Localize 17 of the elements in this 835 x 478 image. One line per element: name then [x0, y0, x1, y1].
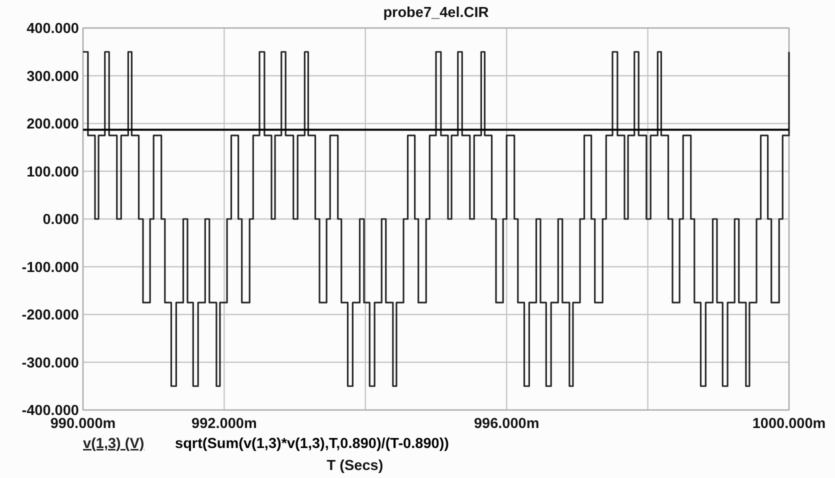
- x-tick-label: 1000.000m: [752, 416, 826, 432]
- y-tick-label: -400.000: [22, 403, 79, 419]
- y-tick-label: -200.000: [22, 308, 79, 324]
- x-tick-label: 992.000m: [192, 416, 257, 432]
- text: sqrt(Sum(v(1,3)*v(1,3),T,0.890)/(T-0.890)): [175, 436, 450, 452]
- text: v(1,3) (V): [83, 436, 144, 452]
- x-tick-label: 990.000m: [50, 416, 116, 432]
- x-axis-title: T (Secs): [326, 458, 384, 474]
- y-tick-label: 200.000: [26, 116, 79, 132]
- y-tick-label: -100.000: [22, 260, 79, 276]
- x-tick-label: 996.000m: [474, 416, 540, 432]
- y-tick-label: 300.000: [26, 68, 79, 85]
- y-tick-label: -300.000: [22, 355, 79, 372]
- chart-title: probe7_4el.CIR: [383, 5, 490, 21]
- y-tick-label: 400.000: [26, 21, 79, 37]
- y-tick-label: 100.000: [26, 164, 79, 180]
- y-tick-label: 0.000: [42, 212, 79, 228]
